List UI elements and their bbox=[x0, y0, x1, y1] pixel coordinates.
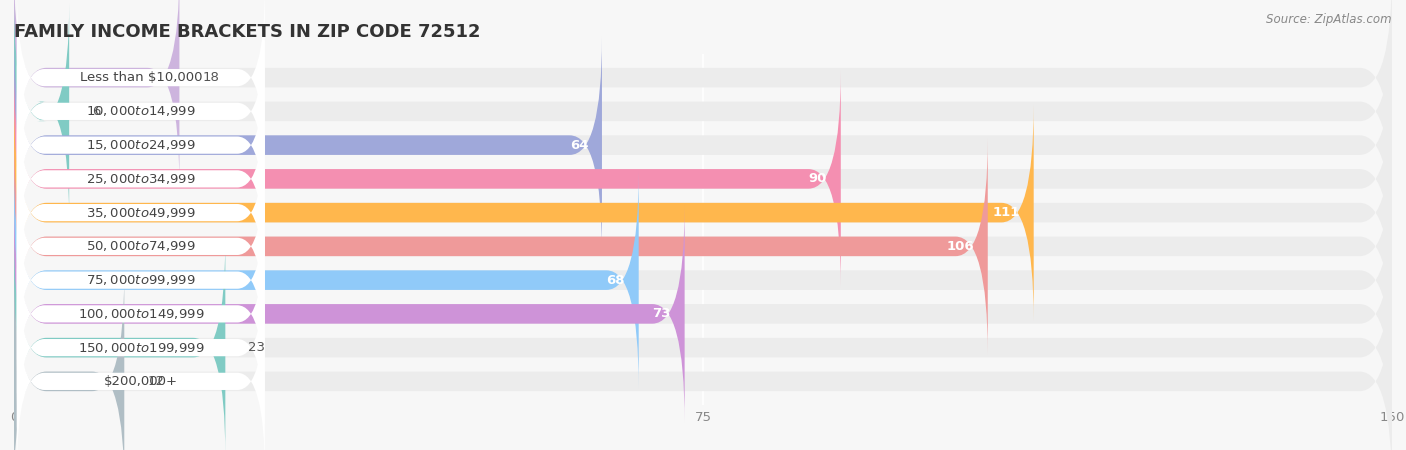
Text: $200,000+: $200,000+ bbox=[104, 375, 177, 388]
FancyBboxPatch shape bbox=[14, 172, 1392, 388]
FancyBboxPatch shape bbox=[14, 37, 1392, 253]
FancyBboxPatch shape bbox=[14, 273, 1392, 450]
FancyBboxPatch shape bbox=[14, 239, 225, 450]
FancyBboxPatch shape bbox=[14, 3, 1392, 220]
FancyBboxPatch shape bbox=[17, 255, 264, 440]
FancyBboxPatch shape bbox=[14, 239, 1392, 450]
FancyBboxPatch shape bbox=[14, 71, 1392, 287]
FancyBboxPatch shape bbox=[17, 53, 264, 238]
FancyBboxPatch shape bbox=[17, 0, 264, 170]
Text: $15,000 to $24,999: $15,000 to $24,999 bbox=[86, 138, 195, 152]
FancyBboxPatch shape bbox=[14, 104, 1033, 321]
FancyBboxPatch shape bbox=[17, 221, 264, 406]
Text: 73: 73 bbox=[652, 307, 671, 320]
FancyBboxPatch shape bbox=[14, 37, 602, 253]
Text: 18: 18 bbox=[202, 71, 219, 84]
FancyBboxPatch shape bbox=[14, 3, 69, 220]
Text: $35,000 to $49,999: $35,000 to $49,999 bbox=[86, 206, 195, 220]
Text: Source: ZipAtlas.com: Source: ZipAtlas.com bbox=[1267, 14, 1392, 27]
Text: 68: 68 bbox=[606, 274, 624, 287]
Text: 111: 111 bbox=[993, 206, 1019, 219]
FancyBboxPatch shape bbox=[17, 86, 264, 271]
FancyBboxPatch shape bbox=[14, 172, 638, 388]
Text: $100,000 to $149,999: $100,000 to $149,999 bbox=[77, 307, 204, 321]
Text: 12: 12 bbox=[148, 375, 165, 388]
Text: $10,000 to $14,999: $10,000 to $14,999 bbox=[86, 104, 195, 118]
FancyBboxPatch shape bbox=[14, 138, 1392, 355]
FancyBboxPatch shape bbox=[17, 19, 264, 204]
FancyBboxPatch shape bbox=[14, 104, 1392, 321]
FancyBboxPatch shape bbox=[17, 154, 264, 339]
FancyBboxPatch shape bbox=[14, 0, 180, 186]
Text: $75,000 to $99,999: $75,000 to $99,999 bbox=[86, 273, 195, 287]
Text: 64: 64 bbox=[569, 139, 588, 152]
Text: 106: 106 bbox=[946, 240, 974, 253]
FancyBboxPatch shape bbox=[14, 206, 1392, 422]
FancyBboxPatch shape bbox=[17, 120, 264, 305]
FancyBboxPatch shape bbox=[14, 138, 988, 355]
Text: 6: 6 bbox=[93, 105, 100, 118]
Text: $50,000 to $74,999: $50,000 to $74,999 bbox=[86, 239, 195, 253]
Text: 90: 90 bbox=[808, 172, 827, 185]
FancyBboxPatch shape bbox=[17, 289, 264, 450]
FancyBboxPatch shape bbox=[14, 0, 1392, 186]
Text: $150,000 to $199,999: $150,000 to $199,999 bbox=[77, 341, 204, 355]
Text: 23: 23 bbox=[249, 341, 266, 354]
FancyBboxPatch shape bbox=[14, 273, 124, 450]
Text: FAMILY INCOME BRACKETS IN ZIP CODE 72512: FAMILY INCOME BRACKETS IN ZIP CODE 72512 bbox=[14, 23, 481, 41]
FancyBboxPatch shape bbox=[14, 206, 685, 422]
Text: Less than $10,000: Less than $10,000 bbox=[80, 71, 202, 84]
FancyBboxPatch shape bbox=[17, 188, 264, 373]
FancyBboxPatch shape bbox=[14, 71, 841, 287]
Text: $25,000 to $34,999: $25,000 to $34,999 bbox=[86, 172, 195, 186]
